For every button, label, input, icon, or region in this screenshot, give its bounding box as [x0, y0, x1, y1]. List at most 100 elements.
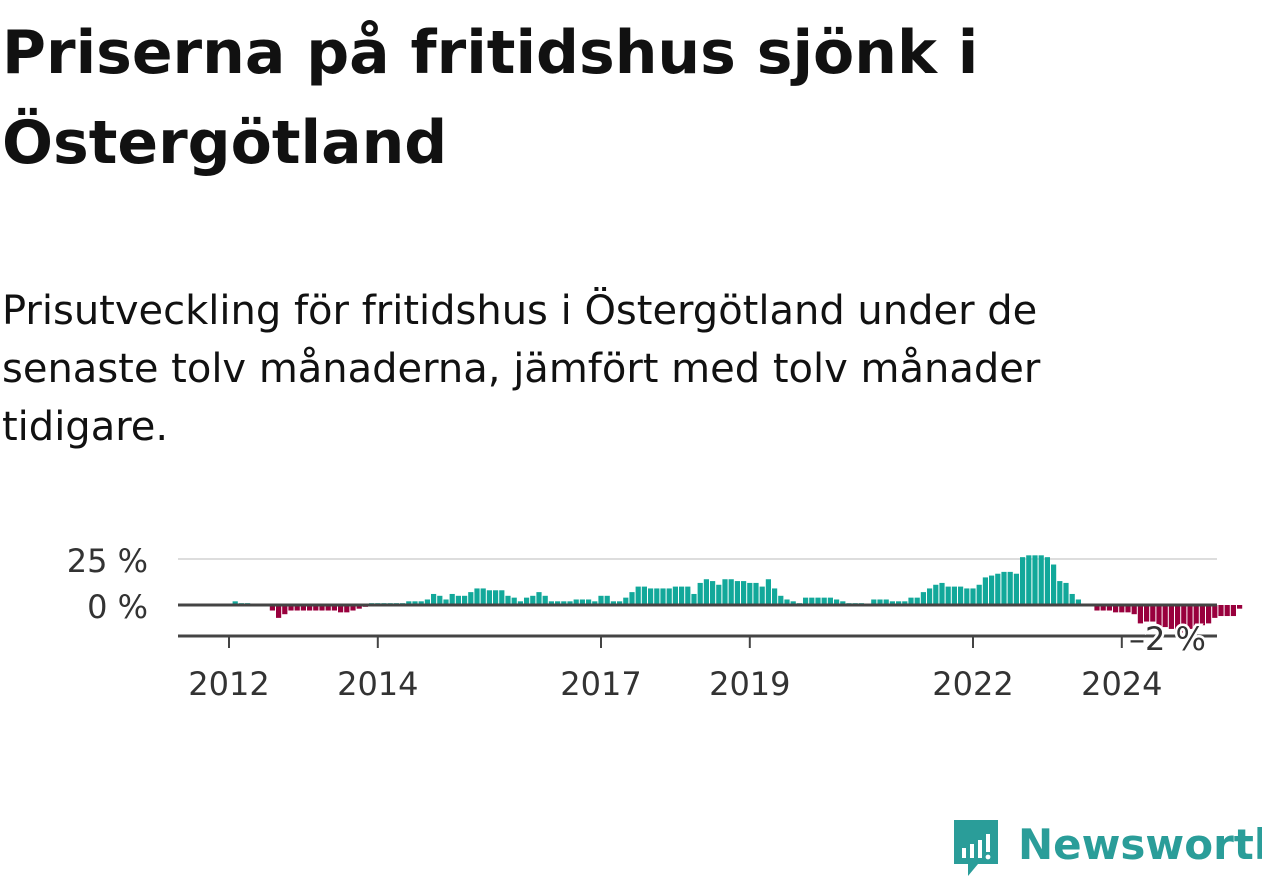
bar: [486, 590, 492, 605]
bar: [573, 599, 579, 605]
bar: [468, 592, 474, 605]
bar: [747, 582, 753, 605]
x-tick-label: 2024: [1081, 665, 1162, 703]
bar: [1181, 605, 1187, 633]
bar: [1237, 605, 1243, 609]
bar: [1168, 605, 1174, 629]
bar: [685, 586, 691, 605]
bar: [710, 581, 716, 605]
bar: [902, 601, 908, 605]
y-tick-label: 25 %: [67, 542, 148, 580]
bar: [1013, 573, 1019, 605]
bar: [803, 597, 809, 605]
bar: [635, 586, 641, 605]
bar: [1137, 605, 1143, 624]
bar: [269, 605, 275, 611]
newsworthy-logo-text: Newsworthy: [1018, 820, 1262, 869]
bar: [548, 601, 554, 605]
bar: [989, 575, 995, 605]
bar: [958, 586, 964, 605]
bar: [313, 605, 319, 611]
bar: [1206, 605, 1212, 624]
labels: 0 % 25 % 2012 2014 2017 2019 2022 2024 –2 %: [67, 542, 1209, 703]
bar: [276, 605, 282, 618]
last-value-label: –2 %: [1129, 620, 1206, 658]
bar: [325, 605, 331, 611]
bar: [629, 592, 635, 605]
bar: [1020, 557, 1026, 605]
bar: [319, 605, 325, 611]
bar: [809, 597, 815, 605]
bar: [672, 586, 678, 605]
bar: [524, 597, 530, 605]
bar: [474, 588, 480, 605]
bar: [1063, 582, 1069, 605]
bar: [542, 595, 548, 605]
bar: [778, 595, 784, 605]
bar: [697, 582, 703, 605]
bar: [1156, 605, 1162, 628]
bar: [753, 582, 759, 605]
bar: [728, 579, 734, 605]
bar: [517, 601, 523, 605]
bar: [1075, 599, 1081, 605]
bar: [617, 601, 623, 605]
bar: [1162, 605, 1168, 628]
bar: [462, 595, 468, 605]
bar: [1026, 555, 1032, 605]
bar: [883, 599, 889, 605]
bar: [834, 599, 840, 605]
bar: [821, 597, 827, 605]
bar: [418, 601, 424, 605]
bar: [604, 595, 610, 605]
bar: [1187, 605, 1193, 629]
bar: [232, 601, 238, 605]
bar: [641, 586, 647, 605]
bar: [951, 586, 957, 605]
bar: [331, 605, 337, 611]
newsworthy-logo: Newsworthy: [950, 818, 1262, 880]
bar: [282, 605, 288, 615]
bar: [406, 601, 412, 605]
bar: [1125, 605, 1131, 613]
bar: [691, 593, 697, 605]
bar: [307, 605, 313, 611]
bar: [790, 601, 796, 605]
bar: [871, 599, 877, 605]
bar: [1038, 555, 1044, 605]
bar: [437, 595, 443, 605]
bar: [765, 579, 771, 605]
chart-subtitle: Prisutveckling för fritidshus i Östergöt…: [2, 288, 1041, 450]
bar: [294, 605, 300, 611]
bar: [288, 605, 294, 611]
bar: [908, 597, 914, 605]
bar: [889, 601, 895, 605]
bar: [586, 599, 592, 605]
bar: [1069, 593, 1075, 605]
bar: [1193, 605, 1199, 629]
bar: [927, 588, 933, 605]
bar: [1218, 605, 1224, 617]
bar: [1119, 605, 1125, 613]
bar: [827, 597, 833, 605]
y-tick-label: 0 %: [87, 588, 148, 626]
axes: [178, 603, 1217, 648]
bar: [1144, 605, 1150, 622]
bar: [1131, 605, 1137, 615]
bar: [666, 588, 672, 605]
bar: [1001, 571, 1007, 605]
bar: [945, 586, 951, 605]
x-tick-label: 2017: [560, 665, 641, 703]
bar: [412, 601, 418, 605]
bar: [679, 586, 685, 605]
x-tick-label: 2022: [932, 665, 1013, 703]
bar: [449, 593, 455, 605]
bar: [1175, 605, 1181, 633]
bar: [1007, 571, 1013, 605]
bar: [939, 582, 945, 605]
bar: [505, 595, 511, 605]
bar: [970, 588, 976, 605]
bar: [896, 601, 902, 605]
bar: [499, 590, 505, 605]
bar: [772, 588, 778, 605]
